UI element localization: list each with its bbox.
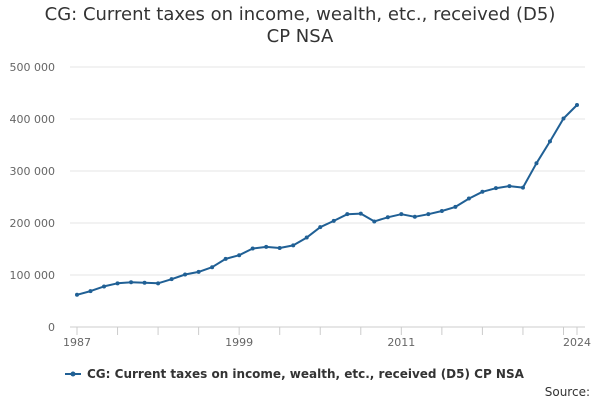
data-point[interactable]	[561, 116, 566, 121]
data-point[interactable]	[575, 102, 579, 107]
y-tick-label: 500 000	[10, 61, 56, 74]
y-tick-label: 400 000	[10, 113, 56, 126]
data-point[interactable]	[75, 292, 79, 297]
data-point[interactable]	[210, 265, 215, 270]
x-tick-label: 1987	[63, 336, 91, 349]
data-point[interactable]	[331, 218, 336, 223]
data-point[interactable]	[385, 215, 390, 220]
x-tick-label: 2024	[563, 336, 591, 349]
y-tick-label: 100 000	[10, 269, 56, 282]
data-point[interactable]	[520, 185, 525, 190]
y-tick-label: 200 000	[10, 217, 56, 230]
data-point[interactable]	[426, 212, 431, 217]
y-tick-label: 300 000	[10, 165, 56, 178]
y-axis: 0 100 000 200 000 300 000 400 000 500 000	[10, 61, 56, 334]
data-point[interactable]	[358, 211, 363, 216]
data-point[interactable]	[304, 235, 309, 240]
data-point[interactable]	[439, 209, 444, 214]
chart-title-line-1: CG: Current taxes on income, wealth, etc…	[44, 4, 556, 25]
data-point[interactable]	[88, 289, 93, 294]
data-point[interactable]	[196, 269, 201, 274]
data-point[interactable]	[102, 284, 107, 289]
chart-title-line-2: CP NSA	[266, 26, 334, 47]
data-point[interactable]	[412, 214, 417, 219]
x-tick-label: 2011	[387, 336, 415, 349]
data-point[interactable]	[547, 139, 552, 144]
x-axis: 1987 1999 2011 2024	[63, 326, 591, 349]
data-point[interactable]	[129, 280, 134, 285]
data-point[interactable]	[534, 161, 539, 166]
legend-item-label[interactable]: CG: Current taxes on income, wealth, etc…	[87, 367, 525, 381]
data-point[interactable]	[223, 256, 228, 261]
data-point[interactable]	[156, 281, 161, 286]
chart-credits[interactable]: Source:	[545, 385, 590, 399]
data-point[interactable]	[142, 280, 147, 285]
data-point[interactable]	[399, 212, 404, 217]
data-point[interactable]	[250, 246, 255, 251]
gridlines	[70, 66, 585, 276]
data-point[interactable]	[115, 281, 120, 286]
data-point[interactable]	[345, 212, 350, 217]
data-point[interactable]	[183, 272, 188, 277]
data-point[interactable]	[507, 184, 512, 189]
data-point[interactable]	[372, 219, 377, 224]
data-point[interactable]	[318, 225, 323, 230]
data-point[interactable]	[237, 253, 242, 258]
data-point[interactable]	[264, 244, 269, 249]
data-point[interactable]	[169, 277, 174, 282]
x-tick-label: 1999	[225, 336, 253, 349]
data-point[interactable]	[291, 243, 296, 248]
legend: CG: Current taxes on income, wealth, etc…	[65, 367, 525, 381]
series	[75, 102, 579, 297]
series-line	[76, 104, 578, 296]
y-tick-label: 0	[48, 321, 55, 334]
legend-marker-symbol	[70, 371, 76, 377]
data-point[interactable]	[453, 204, 458, 209]
data-point[interactable]	[493, 186, 498, 191]
data-point[interactable]	[480, 189, 485, 194]
data-point[interactable]	[466, 196, 471, 201]
data-point[interactable]	[277, 245, 282, 250]
chart-title: CG: Current taxes on income, wealth, etc…	[0, 4, 600, 48]
